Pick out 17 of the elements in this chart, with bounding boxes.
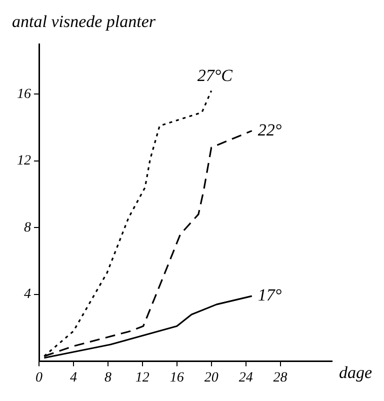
y-tick-label: 8 bbox=[24, 220, 31, 236]
x-axis-title: dage bbox=[338, 363, 372, 382]
series-label: 22° bbox=[258, 120, 282, 140]
x-tick-label: 24 bbox=[238, 370, 253, 386]
y-axis-title: antal visnede planter bbox=[12, 12, 156, 31]
x-tick-label: 28 bbox=[273, 370, 288, 386]
y-tick-label: 4 bbox=[24, 287, 31, 302]
x-tick-label: 4 bbox=[70, 370, 77, 386]
x-tick-label: 12 bbox=[135, 370, 150, 386]
y-tick-label: 12 bbox=[17, 154, 31, 169]
series-label: 17° bbox=[258, 286, 282, 305]
x-tick-label: 16 bbox=[170, 370, 184, 386]
y-tick-label: 16 bbox=[17, 86, 31, 102]
x-tick-label: 0 bbox=[36, 370, 42, 386]
series-label: 27°C bbox=[197, 66, 234, 86]
x-tick-label: 20 bbox=[204, 370, 218, 386]
x-tick-label: 8 bbox=[104, 370, 112, 386]
